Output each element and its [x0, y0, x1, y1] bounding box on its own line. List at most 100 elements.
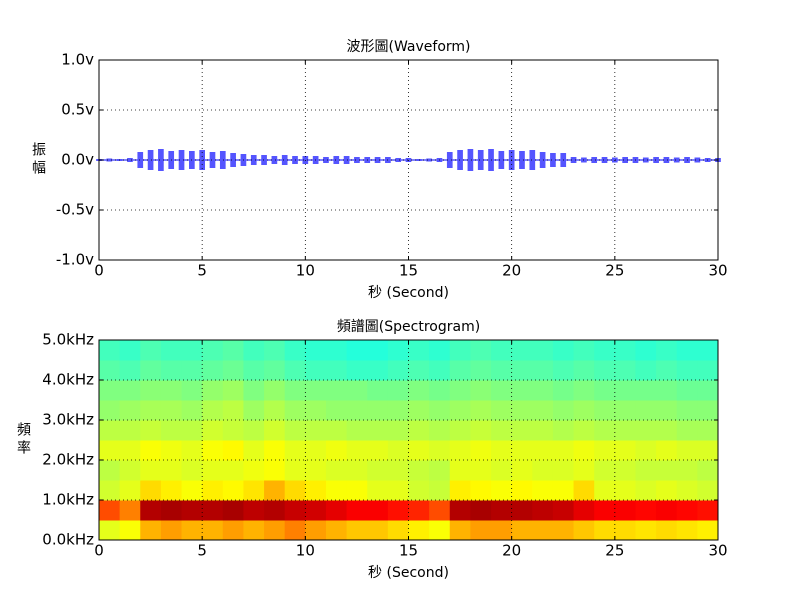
- x-tick-label: 5: [197, 262, 207, 280]
- heat-cell: [202, 440, 224, 461]
- heat-cell: [511, 480, 533, 501]
- amplitude-bar: [457, 150, 463, 170]
- y-tick-label: 4.0kHz: [42, 371, 94, 389]
- amplitude-bar: [219, 151, 226, 169]
- amplitude-bar: [209, 152, 216, 168]
- heat-cell: [429, 340, 451, 361]
- heat-cell: [140, 400, 162, 421]
- heat-cell: [552, 440, 575, 461]
- heat-cell: [470, 500, 492, 521]
- heat-cell: [697, 360, 719, 381]
- heat-cell: [264, 360, 286, 381]
- heat-cell: [243, 340, 265, 361]
- x-tick-label: 25: [605, 542, 624, 560]
- heat-cell: [243, 480, 265, 501]
- heat-cell: [160, 420, 183, 441]
- x-tick-label: 30: [708, 542, 727, 560]
- amplitude-bar: [178, 150, 185, 170]
- heat-cell: [140, 460, 162, 481]
- amplitude-bar: [137, 152, 144, 168]
- heat-cell: [181, 380, 203, 401]
- heat-cell: [656, 340, 678, 361]
- heat-cell: [656, 440, 678, 461]
- heat-cell: [491, 440, 513, 461]
- heat-cell: [367, 480, 389, 501]
- heat-cell: [222, 380, 244, 401]
- amplitude-bar: [467, 149, 474, 171]
- heat-cell: [202, 380, 224, 401]
- heat-cell: [140, 440, 162, 461]
- heat-cell: [635, 420, 657, 441]
- heat-cell: [532, 420, 554, 441]
- heat-cell: [264, 480, 286, 501]
- x-axis-label: 秒 (Second): [368, 565, 449, 581]
- x-axis-label: 秒 (Second): [368, 285, 449, 301]
- heat-cell: [656, 500, 678, 521]
- heat-cell: [429, 380, 451, 401]
- amplitude-bar: [250, 155, 257, 165]
- heat-cell: [202, 480, 224, 501]
- heat-cell: [429, 480, 451, 501]
- heat-cell: [222, 360, 244, 381]
- heat-cell: [552, 420, 575, 441]
- amplitude-bar: [653, 157, 659, 163]
- heat-cell: [511, 360, 533, 381]
- heat-cell: [346, 480, 368, 501]
- heat-cell: [305, 500, 327, 521]
- heat-cell: [429, 440, 451, 461]
- heat-cell: [387, 500, 409, 521]
- heat-cell: [408, 460, 430, 481]
- heat-cell: [119, 480, 141, 501]
- heat-cell: [532, 380, 554, 401]
- heat-cell: [429, 460, 451, 481]
- y-tick-label: 1.0kHz: [42, 491, 94, 509]
- heat-cell: [202, 400, 224, 421]
- heat-cell: [408, 520, 430, 541]
- heat-cell: [119, 380, 141, 401]
- amplitude-bar: [230, 153, 236, 167]
- heat-cell: [140, 480, 162, 501]
- heat-cell: [635, 460, 657, 481]
- heat-cell: [284, 520, 306, 541]
- amplitude-bar: [601, 157, 608, 163]
- heat-cell: [284, 440, 306, 461]
- heat-cell: [222, 520, 244, 541]
- heat-cell: [305, 360, 327, 381]
- heat-cell: [284, 460, 306, 481]
- heat-cell: [160, 460, 183, 481]
- heat-cell: [573, 380, 595, 401]
- heat-cell: [140, 340, 162, 361]
- heat-cell: [305, 340, 327, 361]
- amplitude-bar: [343, 156, 350, 164]
- heat-cell: [697, 380, 719, 401]
- heat-cell: [264, 500, 286, 521]
- heat-cell: [511, 400, 533, 421]
- x-tick-label: 0: [94, 542, 104, 560]
- heat-cell: [346, 460, 368, 481]
- heat-cell: [470, 400, 492, 421]
- heat-cell: [635, 520, 657, 541]
- heat-cell: [325, 440, 348, 461]
- heat-cell: [511, 520, 533, 541]
- heat-cell: [573, 340, 595, 361]
- heat-cell: [594, 440, 616, 461]
- amplitude-bar: [333, 156, 340, 164]
- x-tick-label: 20: [502, 542, 521, 560]
- heat-cell: [491, 400, 513, 421]
- heat-cell: [635, 340, 657, 361]
- heat-cell: [160, 480, 183, 501]
- amplitude-bar: [591, 157, 598, 163]
- heat-cell: [408, 500, 430, 521]
- heat-cell: [181, 420, 203, 441]
- heat-cell: [387, 360, 409, 381]
- heat-cell: [614, 420, 636, 441]
- heat-cell: [222, 400, 244, 421]
- heat-cell: [387, 420, 409, 441]
- heat-cell: [429, 420, 451, 441]
- heat-cell: [676, 480, 698, 501]
- y-tick-label: 0.0v: [61, 151, 94, 169]
- heat-cell: [470, 340, 492, 361]
- heat-cell: [346, 400, 368, 421]
- heat-cell: [511, 500, 533, 521]
- y-tick-label: -0.5v: [56, 201, 94, 219]
